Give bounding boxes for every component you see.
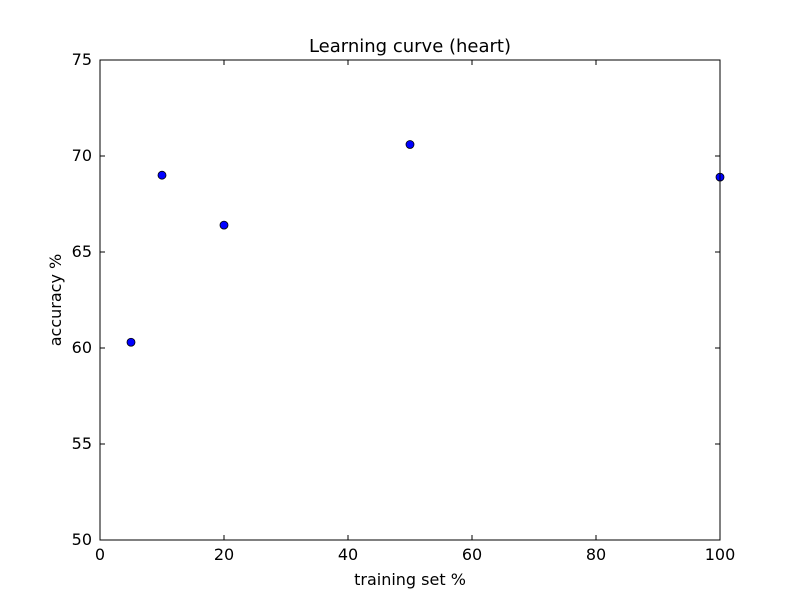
x-tick-label: 80	[586, 545, 606, 564]
y-axis-label: accuracy %	[46, 254, 65, 346]
y-tick-label: 50	[72, 530, 92, 549]
data-point	[219, 220, 229, 230]
data-point	[126, 337, 136, 347]
plot-area-frame	[99, 59, 721, 541]
x-tick-label: 20	[214, 545, 234, 564]
chart-title: Learning curve (heart)	[309, 36, 511, 57]
y-tick-label: 60	[72, 338, 92, 357]
x-tick-label: 40	[338, 545, 358, 564]
x-tick-label: 0	[95, 545, 105, 564]
x-tick-label: 60	[462, 545, 482, 564]
data-point	[405, 140, 415, 149]
data-point	[157, 170, 167, 180]
y-tick-label: 65	[72, 242, 92, 261]
x-tick-label: 100	[705, 545, 736, 564]
y-tick-label: 75	[72, 50, 92, 69]
x-axis-label: training set %	[354, 570, 466, 589]
tick-layer: 0 20 40 60 80 100 50 55 60 65 70 75	[72, 50, 736, 564]
points-layer	[126, 140, 725, 347]
y-tick-label: 70	[72, 146, 92, 165]
y-tick-label: 55	[72, 434, 92, 453]
